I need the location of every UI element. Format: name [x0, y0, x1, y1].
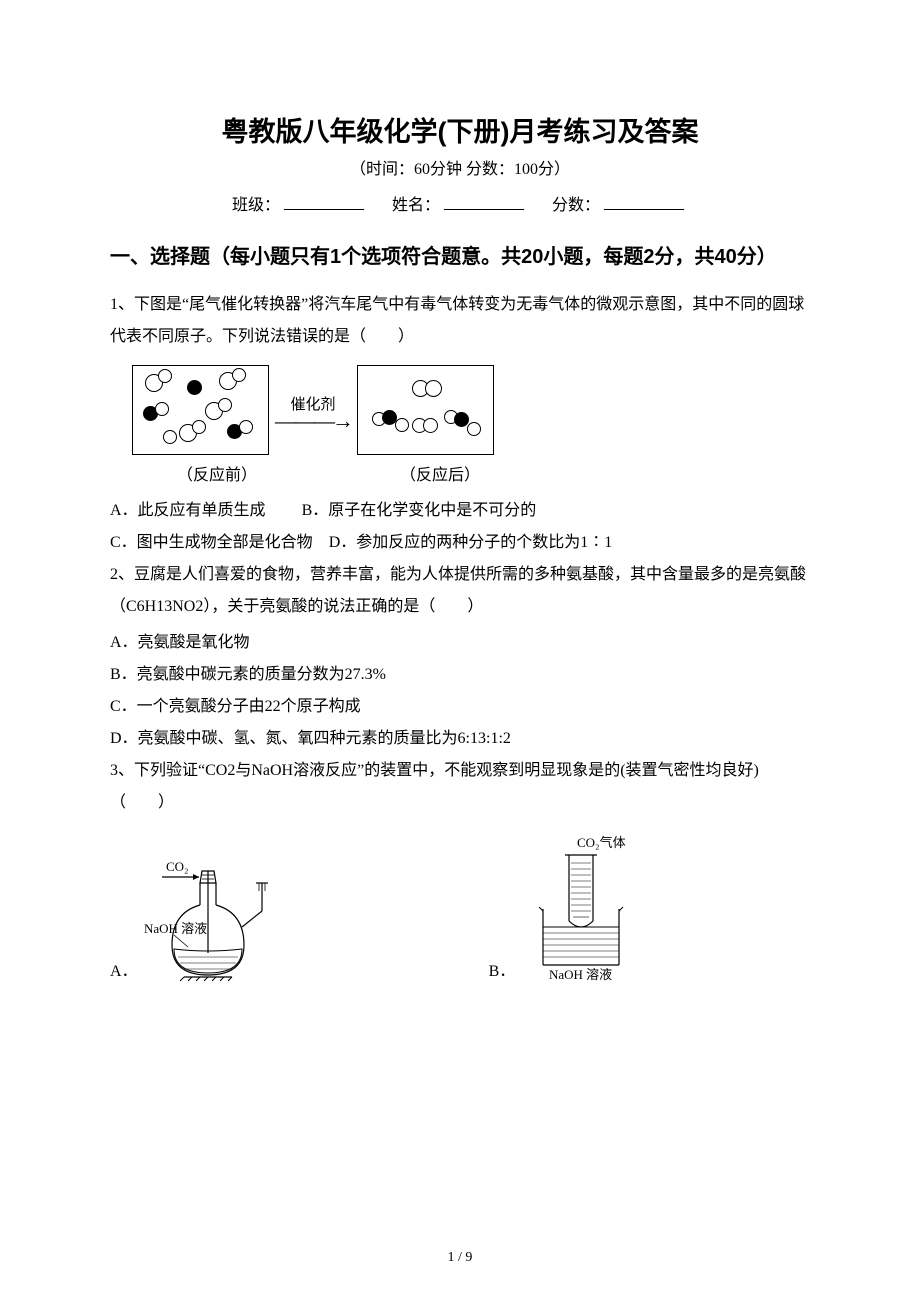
svg-a-co2: CO₂ — [166, 859, 189, 874]
q1-caption-before: （反应前） — [132, 461, 302, 485]
q1-opt-b: B．原子在化学变化中是不可分的 — [302, 502, 537, 519]
q2-opt-a: A．亮氨酸是氧化物 — [110, 627, 810, 659]
q3-label-b: B． — [489, 957, 516, 981]
q1-stem: 1、下图是“尾气催化转换器”将汽车尾气中有毒气体转变为无毒气体的微观示意图，其中… — [110, 289, 810, 353]
q1-captions: （反应前） （反应后） — [132, 461, 810, 485]
class-label: 班级： — [232, 197, 280, 214]
q3-stem: 3、下列验证“CO2与NaOH溶液反应”的装置中，不能观察到明显现象是的(装置气… — [110, 755, 810, 819]
form-line: 班级： 姓名： 分数： — [110, 191, 810, 215]
q2-stem: 2、豆腐是人们喜爱的食物，营养丰富，能为人体提供所需的多种氨基酸，其中含量最多的… — [110, 559, 810, 623]
q3-apparatus-row: A． CO₂ — [110, 833, 810, 983]
q3-item-b: B． CO₂气体 — [489, 833, 662, 983]
q1-caption-after: （反应后） — [350, 461, 530, 485]
arrow-icon: ———→ — [275, 414, 351, 427]
q1-opt-a: A．此反应有单质生成 — [110, 502, 266, 519]
score-label: 分数： — [552, 197, 600, 214]
score-blank — [604, 195, 684, 210]
q2-opt-b: B．亮氨酸中碳元素的质量分数为27.3% — [110, 659, 810, 691]
q1-diagram: 催化剂 ———→ — [132, 365, 810, 455]
page: 粤教版八年级化学(下册)月考练习及答案 （时间：60分钟 分数：100分） 班级… — [0, 0, 920, 1302]
q1-options-ab: A．此反应有单质生成 B．原子在化学变化中是不可分的 — [110, 495, 810, 527]
q1-after-box — [357, 365, 494, 455]
document-title: 粤教版八年级化学(下册)月考练习及答案 — [110, 110, 810, 149]
name-label: 姓名： — [392, 197, 440, 214]
q1-before-box — [132, 365, 269, 455]
q3-label-a: A． — [110, 957, 138, 981]
page-number: 1 / 9 — [0, 1250, 920, 1266]
class-blank — [284, 195, 364, 210]
apparatus-b-icon: CO₂气体 — [521, 833, 661, 983]
q1-options-cd: C．图中生成物全部是化合物 D．参加反应的两种分子的个数比为1∶1 — [110, 527, 810, 559]
apparatus-a-icon: CO₂ — [144, 853, 299, 983]
q1-arrow: 催化剂 ———→ — [275, 393, 351, 427]
svg-b-naoh: NaOH 溶液 — [549, 967, 612, 982]
q1-opt-d: D．参加反应的两种分子的个数比为1∶1 — [329, 534, 613, 551]
svg-b-co2: CO₂气体 — [577, 835, 626, 850]
svg-a-naoh: NaOH 溶液 — [144, 921, 207, 936]
q1-opt-c: C．图中生成物全部是化合物 — [110, 534, 313, 551]
q2-opt-c: C．一个亮氨酸分子由22个原子构成 — [110, 691, 810, 723]
document-subtitle: （时间：60分钟 分数：100分） — [110, 155, 810, 179]
q3-item-a: A． CO₂ — [110, 853, 299, 983]
name-blank — [444, 195, 524, 210]
q2-opt-d: D．亮氨酸中碳、氢、氮、氧四种元素的质量比为6:13:1:2 — [110, 723, 810, 755]
section-heading: 一、选择题（每小题只有1个选项符合题意。共20小题，每题2分，共40分） — [110, 235, 810, 279]
